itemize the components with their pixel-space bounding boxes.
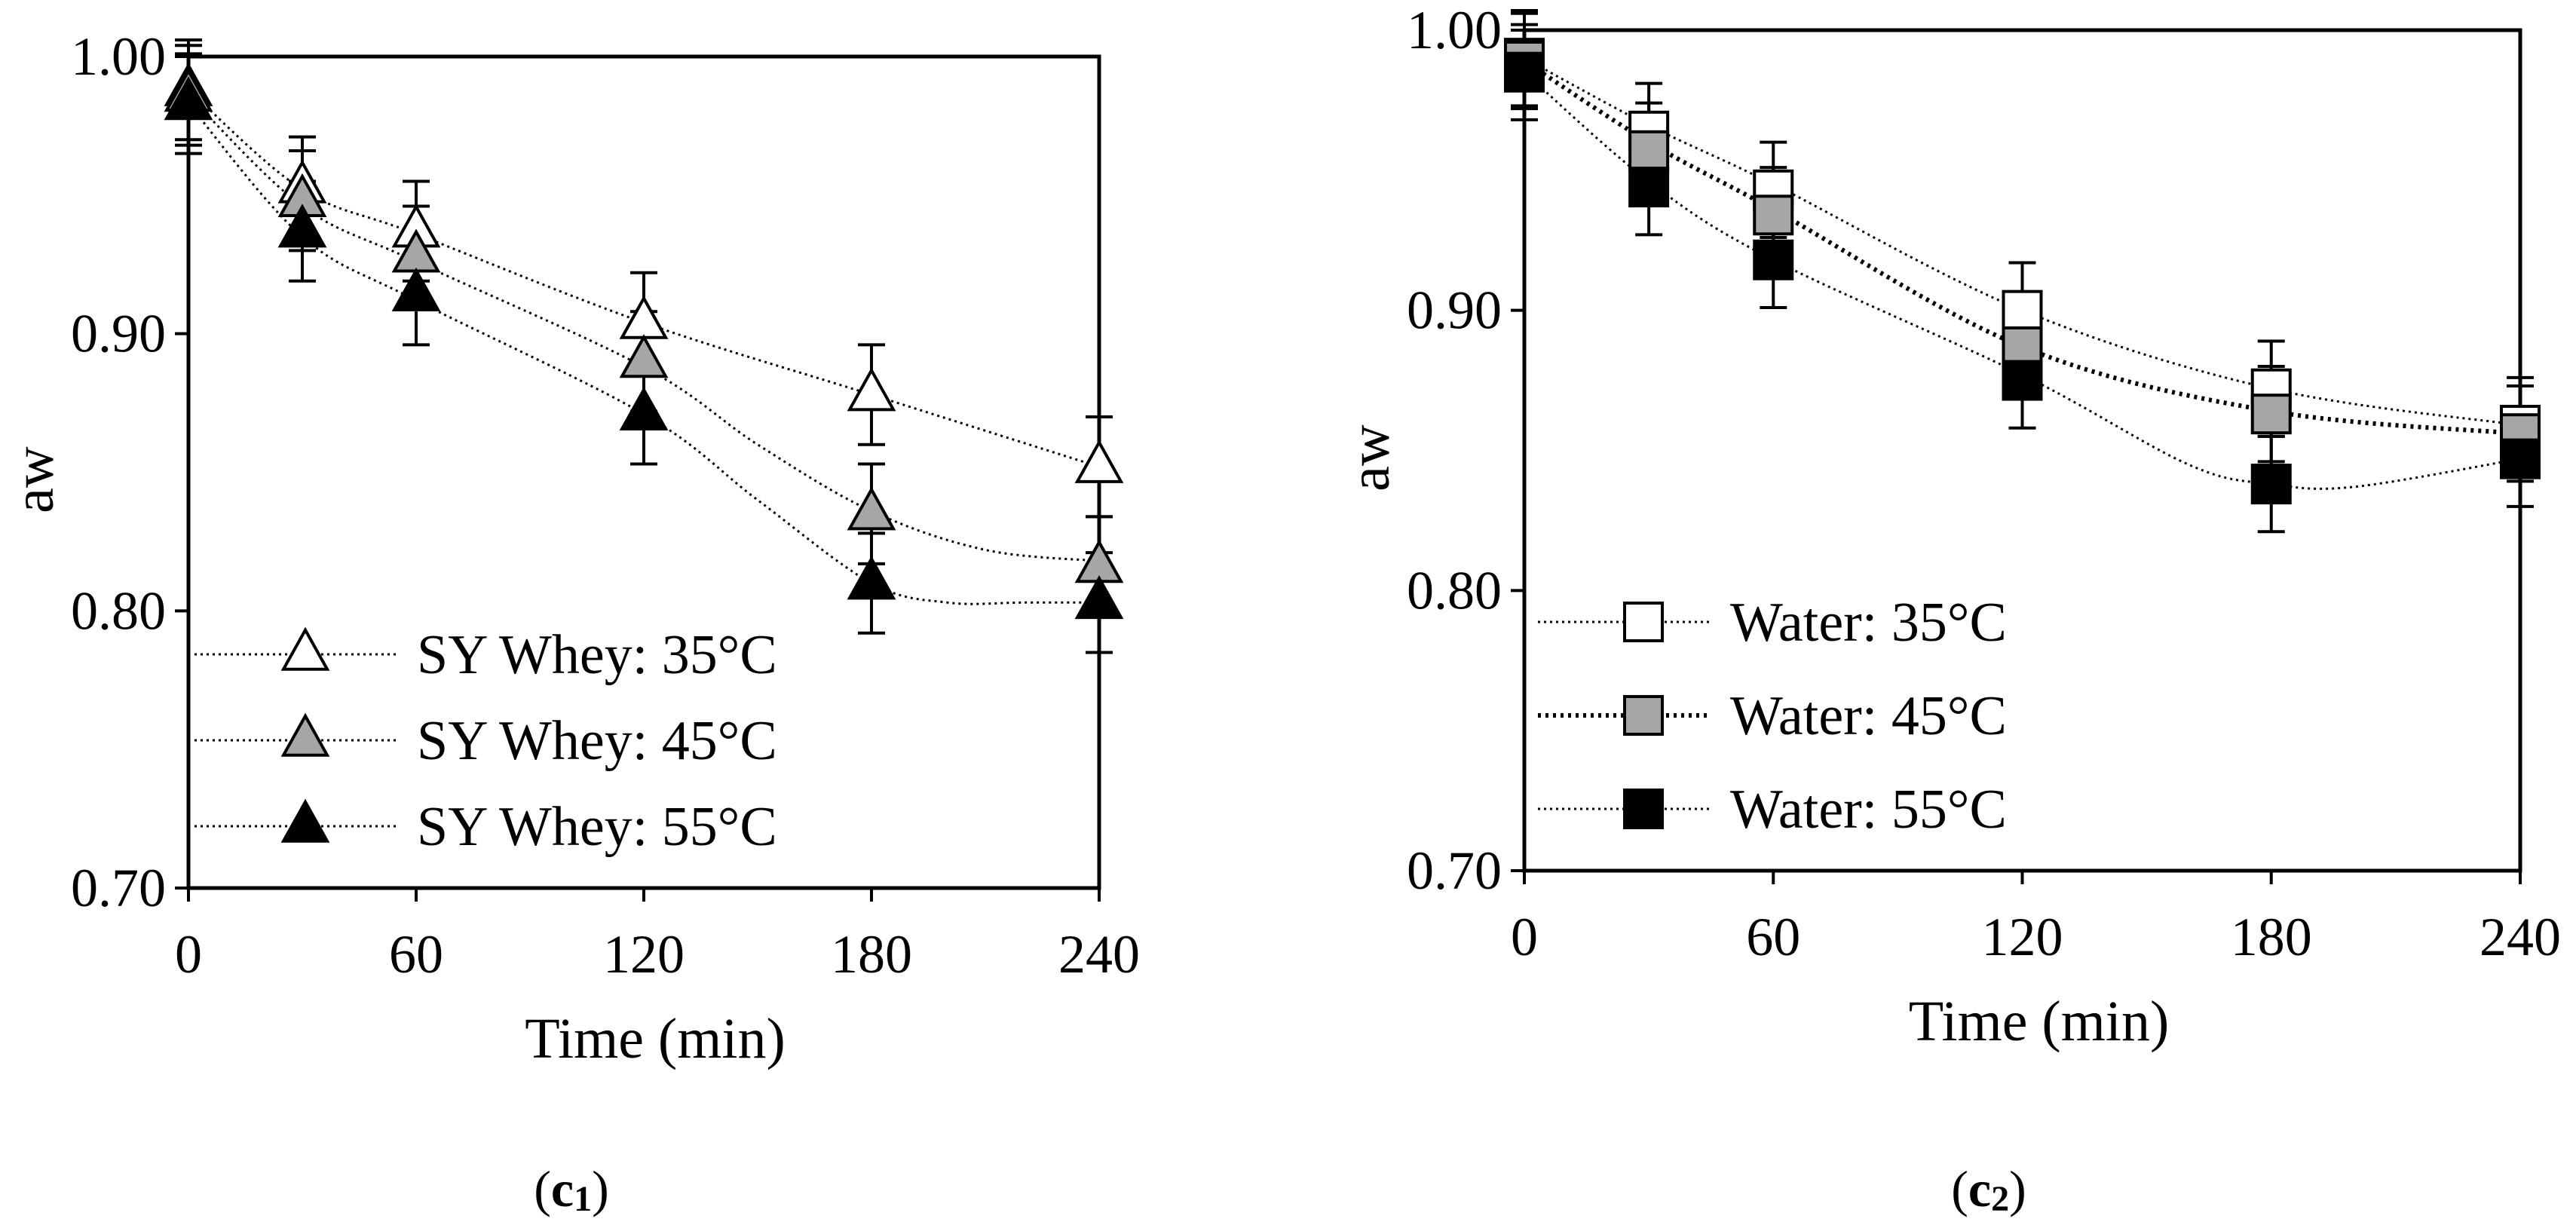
y-tick-label: 0.90	[1407, 280, 1502, 341]
series-line-3	[187, 103, 1099, 605]
y-tick-label: 0.80	[1407, 560, 1502, 620]
x-tick-label: 60	[389, 924, 443, 985]
legend-marker	[1623, 602, 1664, 642]
legend-item-2: SY Whey: 45°C	[195, 710, 777, 772]
legend-marker	[280, 712, 330, 757]
legend-marker	[1623, 695, 1664, 736]
data-point	[847, 367, 896, 412]
x-tick-label: 240	[2480, 907, 2561, 967]
caption-sub: 1	[574, 1179, 592, 1219]
x-axis-label: Time (min)	[525, 1007, 786, 1070]
legend-item-2: Water: 45°C	[1538, 685, 2007, 747]
legend-label: Water: 45°C	[1730, 685, 2007, 747]
caption-open: (	[534, 1160, 551, 1217]
data-point	[1504, 51, 1545, 93]
caption-open: (	[1951, 1160, 1968, 1217]
chart-panel-2: 0 60 120 180 240 0.70 0.80 0.90 1.00 Time (min) aw…	[1338, 0, 2561, 1219]
x-tick-label: 180	[831, 924, 912, 985]
legend-label: SY Whey: 35°C	[417, 624, 777, 686]
legend-marker	[1623, 789, 1664, 829]
data-point	[164, 76, 213, 121]
data-point	[1753, 194, 1794, 236]
legend-label: SY Whey: 45°C	[417, 710, 777, 772]
x-tick-label: 240	[1058, 924, 1140, 985]
data-point	[2002, 326, 2043, 367]
x-tick-label: 120	[603, 924, 685, 985]
data-point	[2250, 464, 2292, 505]
plot-frame	[1522, 28, 2522, 873]
x-axis-label: Time (min)	[1909, 990, 2170, 1053]
x-tick-label: 0	[1511, 907, 1538, 967]
y-tick-label: 0.80	[71, 580, 166, 641]
caption-close: )	[2009, 1160, 2026, 1217]
legend-label: Water: 55°C	[1730, 779, 2007, 841]
x-tick-label: 60	[1746, 907, 1800, 967]
data-point	[847, 486, 896, 531]
data-point	[1753, 239, 1794, 280]
y-tick-label: 0.90	[71, 304, 166, 364]
x-tick-label: 0	[175, 924, 202, 985]
series-line-2	[187, 94, 1100, 562]
caption-letter: c	[551, 1160, 574, 1217]
caption-close: )	[592, 1160, 609, 1217]
legend-item-1: Water: 35°C	[1538, 592, 2007, 654]
data-point	[1074, 574, 1124, 620]
data-point	[619, 334, 669, 378]
data-point	[2002, 289, 2043, 331]
data-point	[391, 267, 441, 311]
series-line-3	[1524, 71, 2521, 490]
caption-letter: c	[1968, 1160, 1991, 1217]
y-tick-label: 1.00	[1407, 0, 1502, 60]
legend-item-3: Water: 55°C	[1538, 779, 2007, 841]
panel-caption: (c2)	[1951, 1160, 2026, 1219]
y-axis-label: aw	[1338, 424, 1401, 492]
x-tick-label: 120	[1982, 907, 2063, 967]
data-point	[847, 556, 896, 600]
legend-label: SY Whey: 55°C	[417, 796, 777, 858]
legend-label: Water: 35°C	[1730, 592, 2007, 654]
data-point	[1074, 439, 1124, 483]
data-point	[619, 386, 669, 431]
data-point	[1628, 130, 1670, 171]
data-point	[1628, 167, 1670, 208]
data-point	[277, 204, 327, 248]
caption-sub: 2	[1991, 1179, 2009, 1219]
legend-item-3: SY Whey: 55°C	[195, 796, 777, 858]
legend-item-1: SY Whey: 35°C	[195, 624, 777, 686]
y-tick-label: 1.00	[71, 26, 166, 87]
data-point	[2002, 360, 2043, 401]
y-axis-label: aw	[2, 446, 66, 513]
legend-marker	[280, 798, 330, 843]
y-tick-label: 0.70	[1407, 841, 1502, 901]
y-tick-label: 0.70	[71, 858, 166, 918]
x-tick-label: 180	[2231, 907, 2312, 967]
legend-marker	[280, 626, 330, 671]
data-point	[2250, 394, 2292, 435]
data-point	[2500, 438, 2541, 479]
chart-panel-1: 0 60 120 180 240 0.70 0.80 0.90 1.00 Time (min) aw…	[2, 26, 1140, 1219]
panel-caption: (c1)	[534, 1160, 609, 1219]
